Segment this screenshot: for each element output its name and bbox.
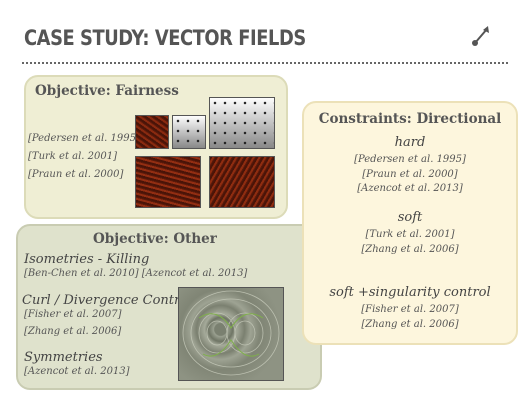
fairness-cite-3: [Praun et al. 2000] (28, 169, 124, 180)
title-divider (22, 62, 508, 64)
fairness-field-image (209, 97, 275, 149)
fairness-texture-image (209, 156, 275, 208)
curl-cite-1: [Fisher et al. 2007] (24, 309, 122, 320)
constraints-panel: Constraints: Directional hard [Pedersen … (302, 101, 518, 345)
hard-cite-1: [Pedersen et al. 1995] (354, 154, 466, 165)
fairness-heading: Objective: Fairness (35, 83, 179, 99)
fairness-cite-2: [Turk et al. 2001] (28, 151, 118, 162)
curl-field-image (178, 287, 284, 381)
fairness-texture-image (135, 156, 201, 208)
fairness-cite-1: [Pedersen et al. 1995] (28, 133, 140, 144)
isometries-label: Isometries - Killing (24, 252, 150, 267)
curl-label: Curl / Divergence Control (22, 293, 193, 308)
symmetries-label: Symmetries (24, 350, 103, 365)
soft-label: soft (397, 210, 423, 225)
isometries-cites: [Ben-Chen et al. 2010] [Azencot et al. 2… (24, 268, 248, 279)
other-panel: Objective: Other Isometries - Killing [B… (16, 224, 322, 390)
singularity-label: soft +singularity control (329, 285, 491, 300)
fairness-panel: Objective: Fairness [Pedersen et al. 199… (24, 75, 288, 219)
singularity-cite-1: [Fisher et al. 2007] (361, 304, 459, 315)
fairness-texture-image (135, 115, 169, 149)
hard-cite-2: [Praun et al. 2000] (362, 169, 458, 180)
constraints-heading: Constraints: Directional (318, 111, 502, 127)
hard-label: hard (394, 135, 426, 150)
soft-cite-1: [Turk et al. 2001] (365, 229, 455, 240)
draw-arrow-icon[interactable] (470, 24, 492, 48)
symmetries-cite: [Azencot et al. 2013] (24, 366, 130, 377)
singularity-cite-2: [Zhang et al. 2006] (361, 319, 459, 330)
page-title: CASE STUDY: VECTOR FIELDS (24, 26, 306, 50)
soft-cite-2: [Zhang et al. 2006] (361, 244, 459, 255)
fairness-field-image (172, 115, 206, 149)
other-heading: Objective: Other (93, 231, 217, 247)
hard-cite-3: [Azencot et al. 2013] (357, 183, 463, 194)
curl-cite-2: [Zhang et al. 2006] (24, 326, 122, 337)
